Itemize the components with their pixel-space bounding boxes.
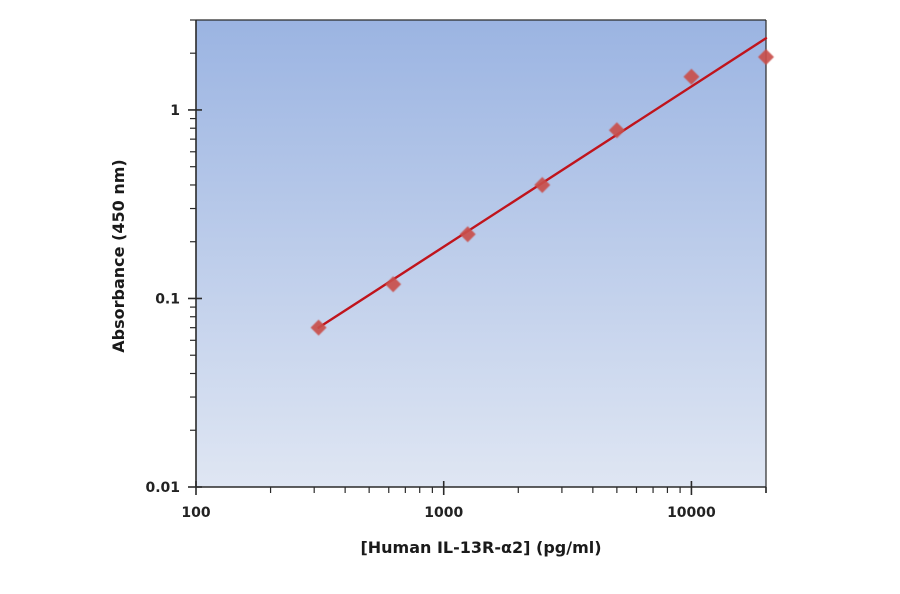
x-tick-label: 10000 <box>667 505 716 521</box>
data-point-marker <box>608 122 625 139</box>
data-point-marker <box>534 176 551 193</box>
y-axis-title: Absorbance (450 nm) <box>109 159 128 352</box>
data-point-marker <box>459 226 476 243</box>
y-tick-label: 0.01 <box>145 480 180 496</box>
plot-area <box>196 20 766 487</box>
y-tick-label: 1 <box>170 103 180 119</box>
data-markers <box>310 48 774 336</box>
x-tick-label: 100 <box>181 505 210 521</box>
data-point-marker <box>385 276 402 293</box>
x-axis-title: [Human IL-13R-α2] (pg/ml) <box>360 538 601 557</box>
data-point-marker <box>758 48 774 65</box>
x-tick-label: 1000 <box>424 505 463 521</box>
data-point-marker <box>683 68 700 85</box>
data-point-marker <box>310 319 327 336</box>
y-tick-label: 0.1 <box>155 291 180 307</box>
axes <box>188 19 767 495</box>
tick-labels: 0.01 0.1 1 100 1000 10000 <box>145 103 716 521</box>
